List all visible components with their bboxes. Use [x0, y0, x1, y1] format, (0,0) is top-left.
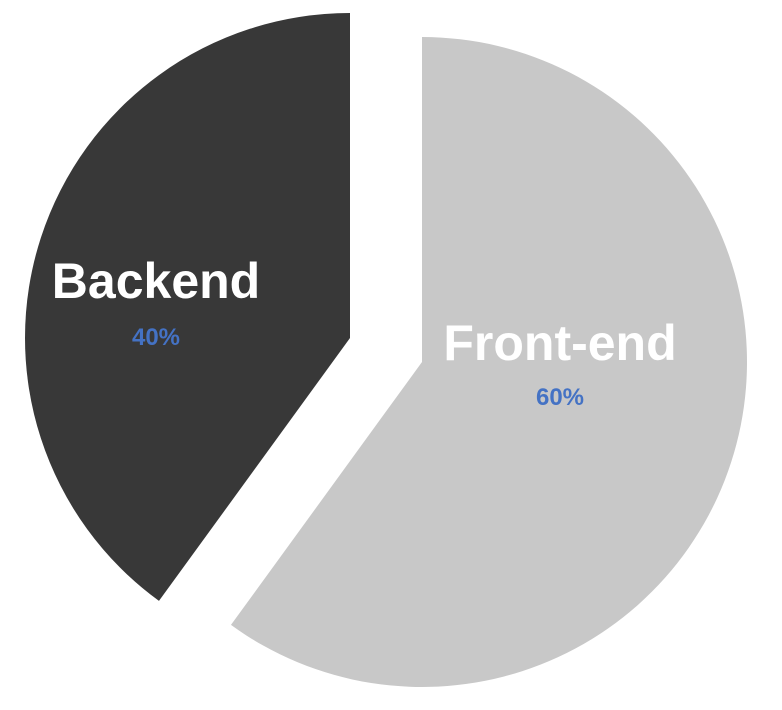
slice-value-backend: 40% [132, 324, 180, 351]
slice-label-backend: Backend [52, 253, 260, 309]
slice-label-front-end: Front-end [443, 315, 676, 371]
pie-slices [25, 13, 748, 687]
pie-slice-backend [25, 13, 350, 601]
slice-value-front-end: 60% [536, 384, 584, 411]
pie-slice-front-end [230, 37, 748, 687]
